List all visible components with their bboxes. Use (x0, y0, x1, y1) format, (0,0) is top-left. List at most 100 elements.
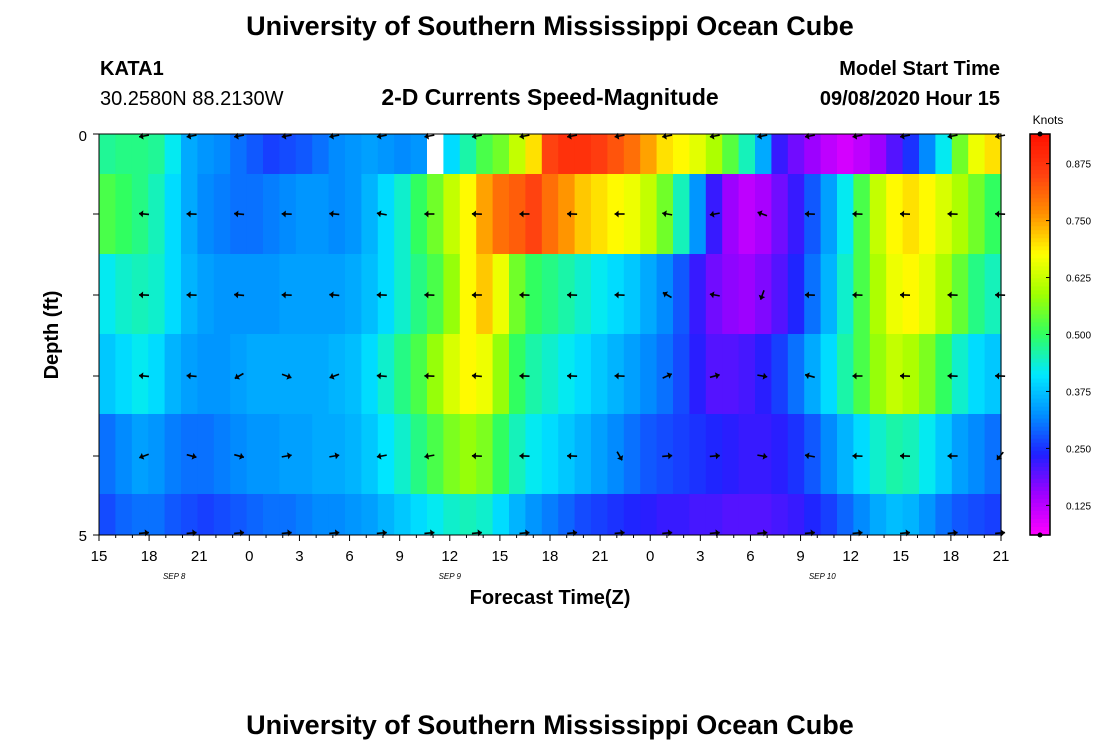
heatmap-cell (787, 334, 805, 414)
heatmap-cell (919, 134, 936, 174)
model-start-time: 09/08/2020 Hour 15 (820, 88, 1000, 110)
heatmap-cell (853, 254, 871, 334)
heatmap-cell (345, 174, 362, 254)
heatmap-cell (509, 134, 526, 174)
colorbar-swatch (1030, 406, 1050, 412)
heatmap-cell (968, 414, 986, 494)
heatmap-cell (525, 174, 543, 254)
colorbar-tick-label: 0.125 (1066, 501, 1091, 512)
colorbar-swatch (1030, 498, 1050, 504)
current-arrow (995, 210, 1006, 218)
heatmap-cell (263, 494, 280, 535)
heatmap-cell (771, 494, 789, 535)
heatmap-cell (99, 134, 116, 174)
colorbar-swatch (1030, 302, 1050, 308)
heatmap-cell (886, 134, 904, 174)
heatmap-cell (509, 414, 526, 494)
colorbar-swatch (1030, 138, 1050, 143)
heatmap-cell (755, 334, 772, 414)
heatmap-cell (623, 334, 641, 414)
heatmap-cell (131, 414, 149, 494)
heatmap-cell (574, 494, 592, 535)
heatmap-cell (738, 494, 756, 535)
heatmap-cell (246, 174, 264, 254)
colorbar-swatch (1030, 226, 1050, 231)
current-arrow (947, 452, 958, 460)
heatmap-cell (476, 494, 494, 535)
heatmap-cell (295, 134, 313, 174)
model-start-label: Model Start Time (839, 58, 1000, 80)
heatmap-cell (804, 254, 822, 334)
heatmap-cell (230, 134, 248, 174)
colorbar-swatch (1030, 370, 1050, 376)
current-arrow (616, 451, 624, 461)
heatmap-cell (115, 414, 133, 494)
heatmap-cell (705, 414, 723, 494)
heatmap-cell (328, 494, 346, 535)
colorbar-swatch (1030, 278, 1050, 283)
heatmap-cell (837, 134, 854, 174)
current-arrow (852, 372, 863, 380)
heatmap-cell (787, 254, 805, 334)
heatmap-cell (919, 494, 936, 535)
y-axis: 05 (79, 128, 99, 545)
heatmap-cell (886, 254, 904, 334)
heatmap-cell (197, 254, 215, 334)
heatmap-cell (230, 334, 248, 414)
heatmap-cell (295, 414, 313, 494)
heatmap-cell (607, 414, 625, 494)
current-arrow (519, 372, 530, 380)
current-arrow (376, 372, 387, 380)
heatmap-cell (656, 334, 674, 414)
heatmap-cell (673, 134, 690, 174)
heatmap-cell (869, 334, 887, 414)
heatmap-cell (148, 414, 166, 494)
heatmap-cell (541, 254, 559, 334)
heatmap-cell (591, 494, 608, 535)
colorbar-swatch (1030, 238, 1050, 243)
colorbar-swatch (1030, 254, 1050, 259)
heatmap-cell (755, 414, 772, 494)
colorbar-swatch (1030, 430, 1050, 436)
heatmap-cell (919, 334, 936, 414)
current-arrow (329, 373, 340, 380)
colorbar-swatch (1030, 354, 1050, 360)
heatmap-cell (459, 254, 477, 334)
colorbar-swatch (1030, 194, 1050, 199)
date-label: SEP 9 (439, 572, 462, 581)
heatmap-cell (410, 254, 428, 334)
heatmap-cell (509, 254, 526, 334)
heatmap-cell (591, 134, 608, 174)
colorbar-swatch (1030, 342, 1050, 348)
colorbar-swatch (1030, 346, 1050, 352)
heatmap-cell (394, 254, 412, 334)
heatmap-cell (295, 174, 313, 254)
x-tick-label: 12 (441, 548, 458, 565)
heatmap-cell (328, 134, 346, 174)
colorbar-swatch (1030, 526, 1050, 532)
heatmap-cell (361, 254, 379, 334)
heatmap-cell (377, 334, 395, 414)
colorbar-swatch (1030, 306, 1050, 312)
colorbar-swatch (1030, 486, 1050, 492)
colorbar-swatch (1030, 186, 1050, 191)
heatmap-cell (312, 414, 330, 494)
heatmap-cell (164, 414, 182, 494)
heatmap-cell (771, 174, 789, 254)
heatmap-cell (131, 494, 149, 535)
colorbar-swatch (1030, 274, 1050, 279)
colorbar-swatch (1030, 338, 1050, 344)
colorbar-swatch (1030, 202, 1050, 207)
heatmap-cell (115, 174, 133, 254)
heatmap-cell (213, 334, 231, 414)
heatmap-cell (951, 494, 969, 535)
colorbar-swatch (1030, 198, 1050, 203)
heatmap-cell (525, 254, 543, 334)
colorbar-swatch (1030, 286, 1050, 291)
heatmap-cell (492, 134, 510, 174)
heatmap-cell (476, 134, 494, 174)
current-arrow (662, 291, 672, 299)
colorbar-swatch (1030, 218, 1050, 223)
colorbar-swatch (1030, 318, 1050, 324)
heatmap-cell (509, 334, 526, 414)
